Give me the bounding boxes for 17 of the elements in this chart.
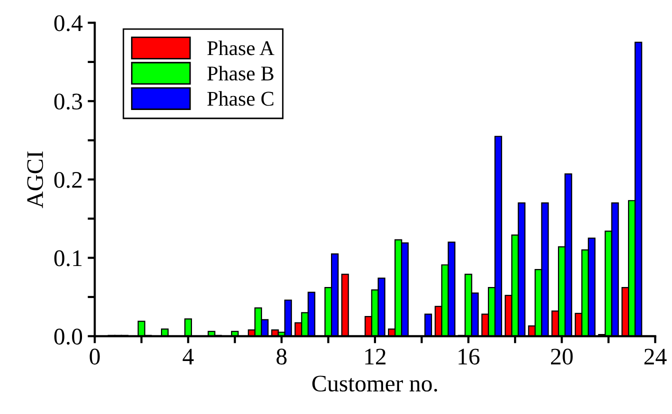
x-tick-label: 0 xyxy=(90,348,100,365)
y-tick-label: 0.4 xyxy=(54,15,83,32)
legend-label: Phase A xyxy=(207,40,274,56)
x-tick-label: 20 xyxy=(551,348,573,365)
x-axis-title: Customer no. xyxy=(312,376,438,392)
x-tick-label: 24 xyxy=(644,348,667,364)
x-tick-label: 8 xyxy=(276,348,287,365)
legend-label: Phase C xyxy=(207,91,274,106)
y-tick-label: 0.2 xyxy=(54,172,82,188)
x-tick-label: 16 xyxy=(458,348,480,365)
x-tick-label: 12 xyxy=(365,348,386,364)
y-tick-label: 0.3 xyxy=(54,94,82,110)
y-tick-label: 0.1 xyxy=(54,250,82,266)
x-tick-label: 4 xyxy=(182,348,194,364)
y-axis-title: AGCI xyxy=(27,151,44,208)
legend-label: Phase B xyxy=(207,66,274,81)
y-tick-label: 0.0 xyxy=(54,328,82,345)
